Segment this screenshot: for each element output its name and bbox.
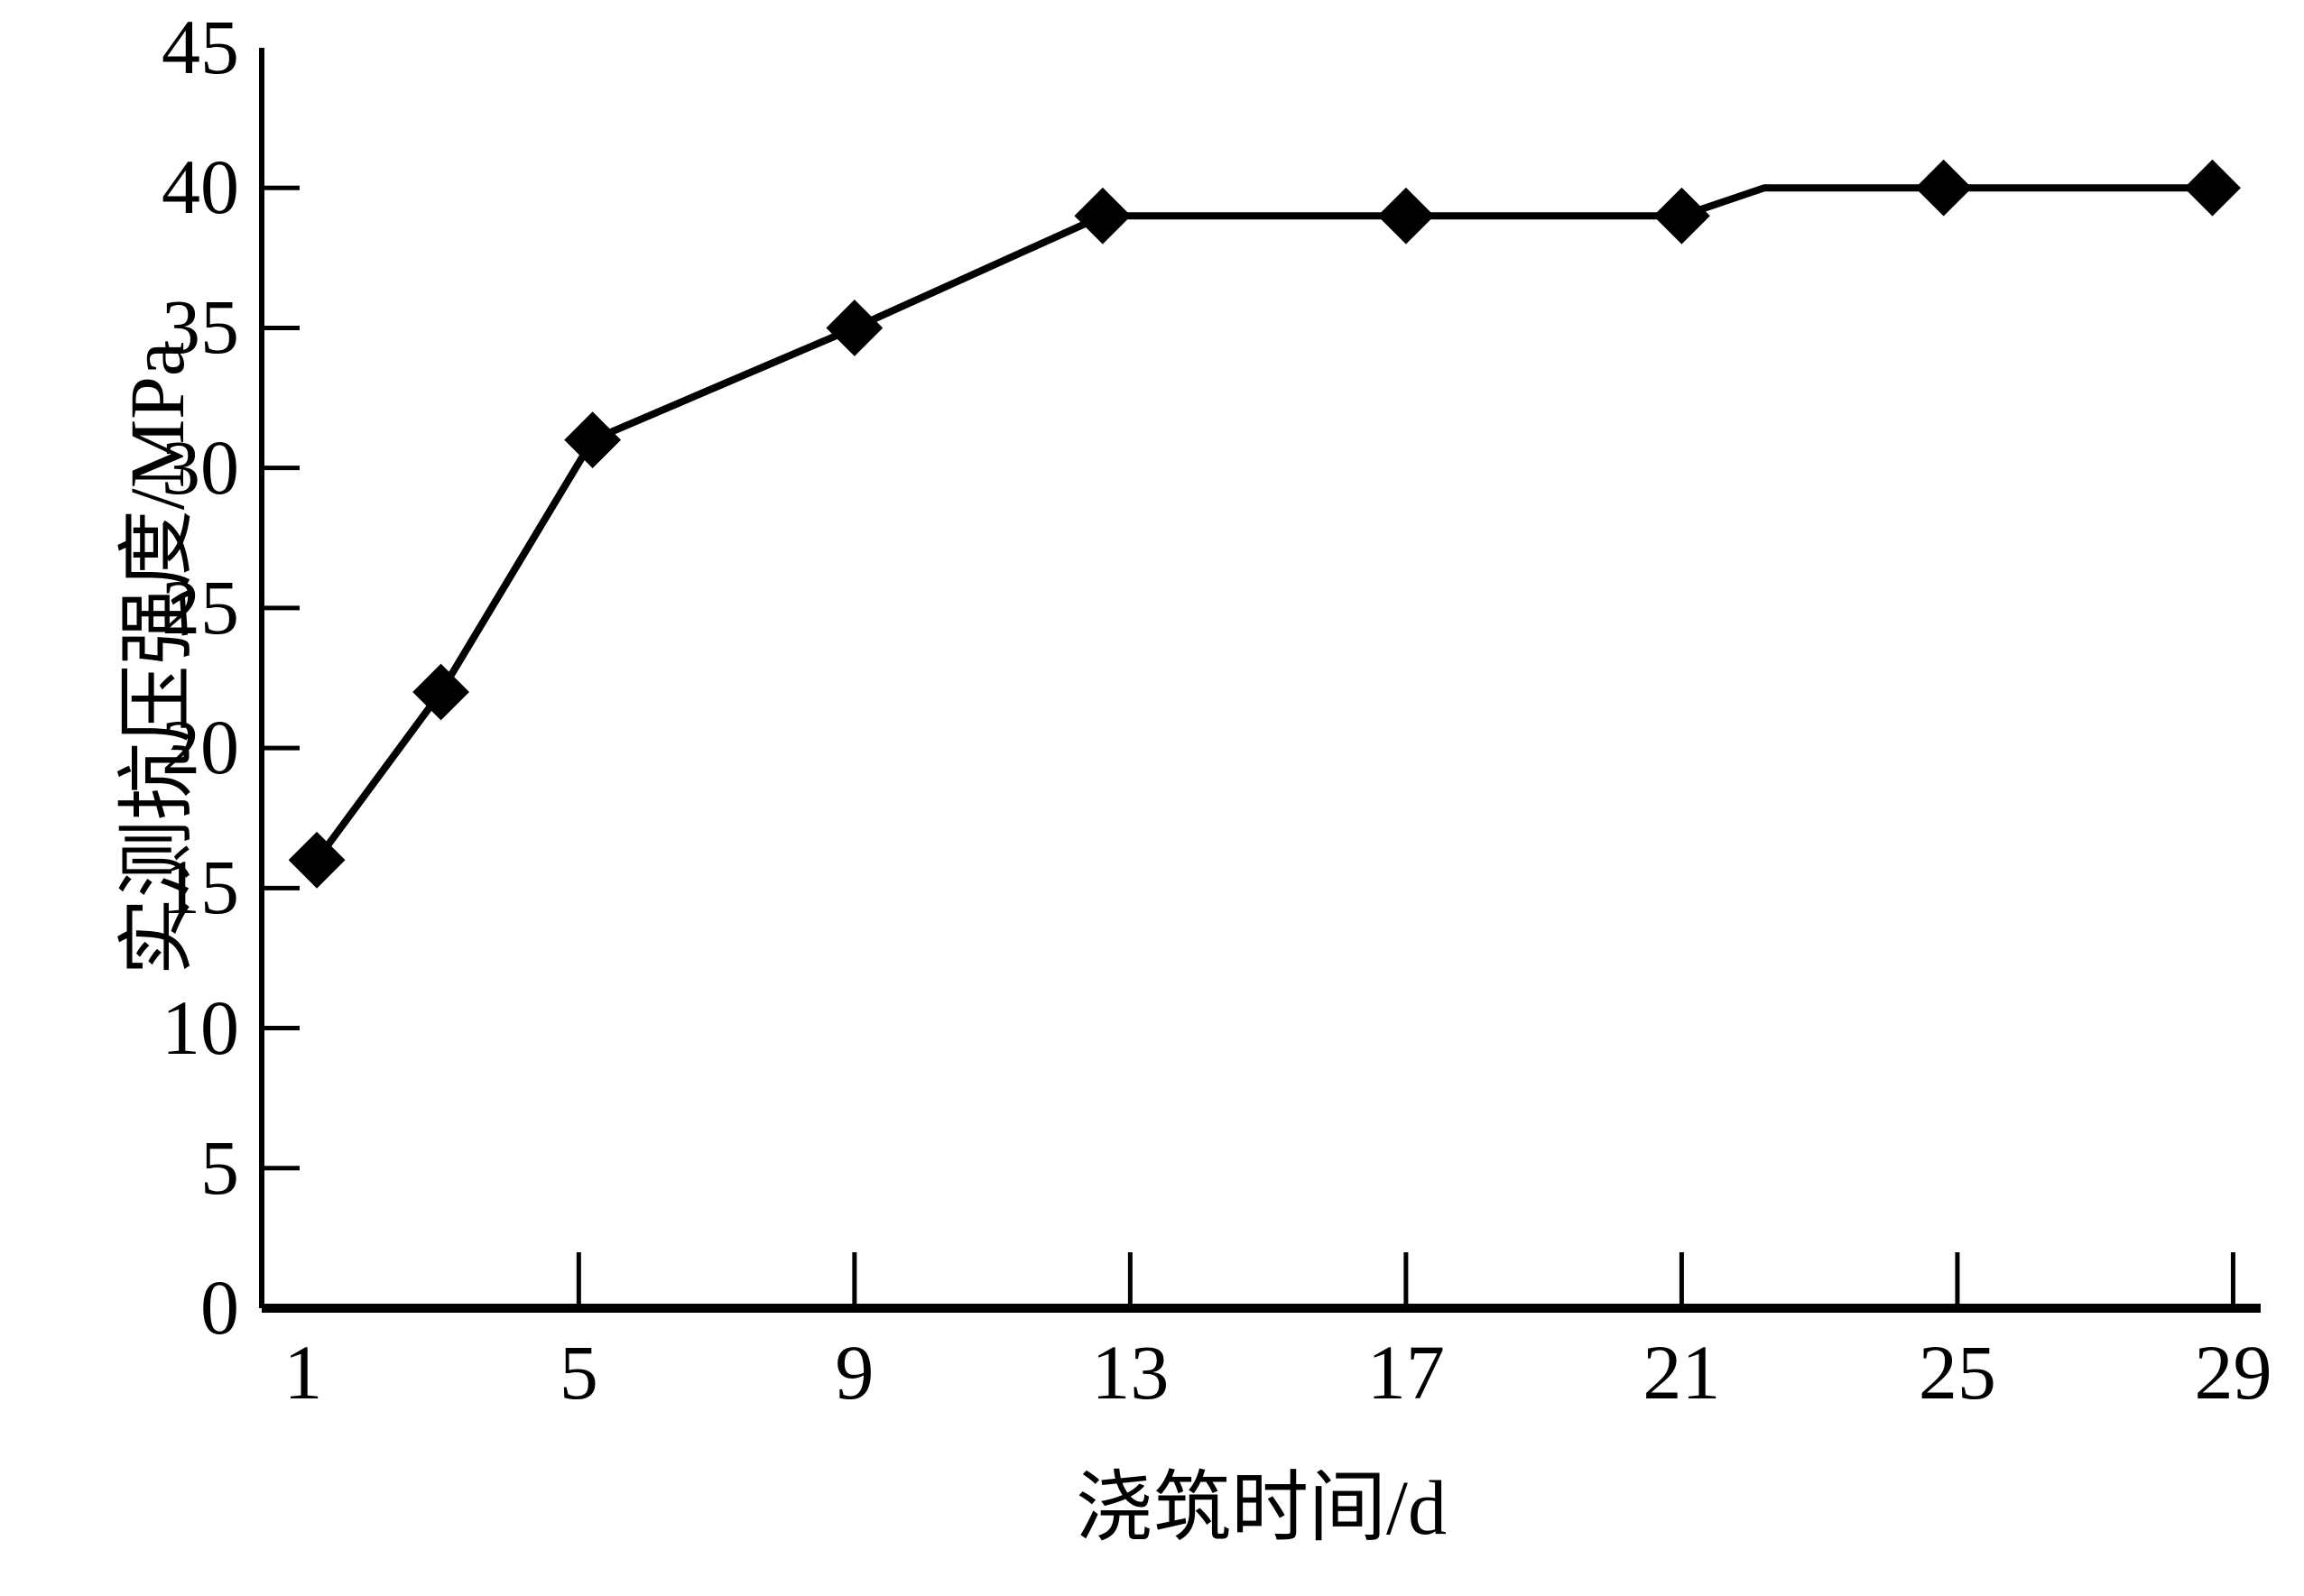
x-axis-tick-label: 5	[559, 1329, 598, 1416]
y-axis-tick-label: 45	[162, 4, 239, 90]
y-axis-tick-label: 40	[162, 143, 239, 231]
x-axis-tick-label: 13	[1091, 1329, 1170, 1416]
data-series-markers	[288, 159, 2241, 889]
x-axis-tick-labels: 1 5 9 13 17 21 25 29	[0, 1333, 2304, 1442]
x-axis-ticks	[576, 1252, 2235, 1308]
y-axis-tick-label: 25	[162, 563, 239, 650]
y-axis-tick-label: 30	[162, 423, 239, 511]
y-axis-tick-label: 15	[162, 844, 239, 931]
x-axis-title: 浇筑时间/d	[1076, 1464, 1447, 1551]
y-axis-tick-label: 10	[162, 983, 239, 1071]
x-axis-tick-label: 25	[1918, 1329, 1996, 1416]
x-axis-tick-label: 21	[1642, 1329, 1721, 1416]
x-axis-tick-label: 1	[283, 1329, 323, 1416]
y-axis-tick-label: 35	[162, 283, 239, 371]
data-series-line	[313, 184, 2213, 863]
y-axis-tick-label: 5	[200, 1123, 239, 1211]
axis-lines	[259, 48, 2261, 1313]
x-axis-tick-label: 9	[835, 1329, 874, 1416]
y-axis-tick-labels: 0 5 10 15 20 25 30 35 40 45	[54, 0, 239, 1596]
x-axis-tick-label: 29	[2194, 1329, 2272, 1416]
y-axis-tick-label: 20	[162, 704, 239, 791]
y-axis-ticks	[262, 185, 300, 1311]
y-axis-tick-label: 0	[200, 1264, 239, 1351]
x-axis-tick-label: 17	[1366, 1329, 1445, 1416]
